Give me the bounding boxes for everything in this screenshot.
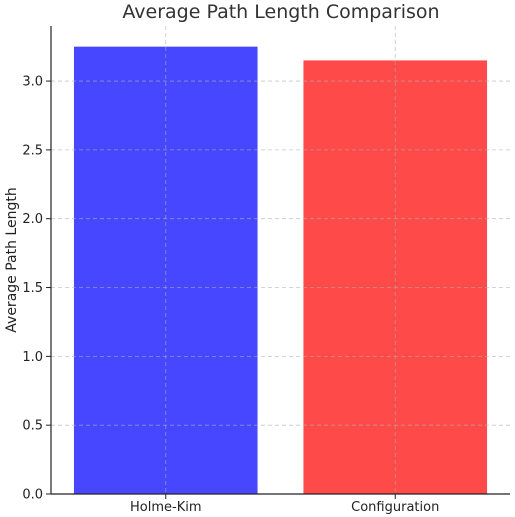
y-tick-label: 0.5 (22, 419, 43, 434)
x-tick-label: Configuration (351, 500, 439, 515)
x-ticks: Holme-Kim Configuration (130, 494, 439, 515)
y-tick-label: 3.0 (22, 75, 43, 90)
y-tick-label: 1.5 (22, 281, 43, 296)
y-tick-label: 2.0 (22, 212, 43, 227)
axes-layer (50, 26, 510, 495)
bars-layer (73, 46, 488, 494)
y-tick-label: 0.0 (22, 488, 43, 503)
y-ticks: 0.0 0.5 1.0 1.5 2.0 2.5 3.0 (22, 75, 51, 503)
chart-title: Average Path Length Comparison (122, 1, 439, 23)
y-tick-label: 1.0 (22, 350, 43, 365)
grid-layer (51, 26, 510, 495)
y-tick-label: 2.5 (22, 143, 43, 158)
y-axis-title: Average Path Length (4, 187, 20, 332)
x-tick-label: Holme-Kim (130, 500, 202, 515)
